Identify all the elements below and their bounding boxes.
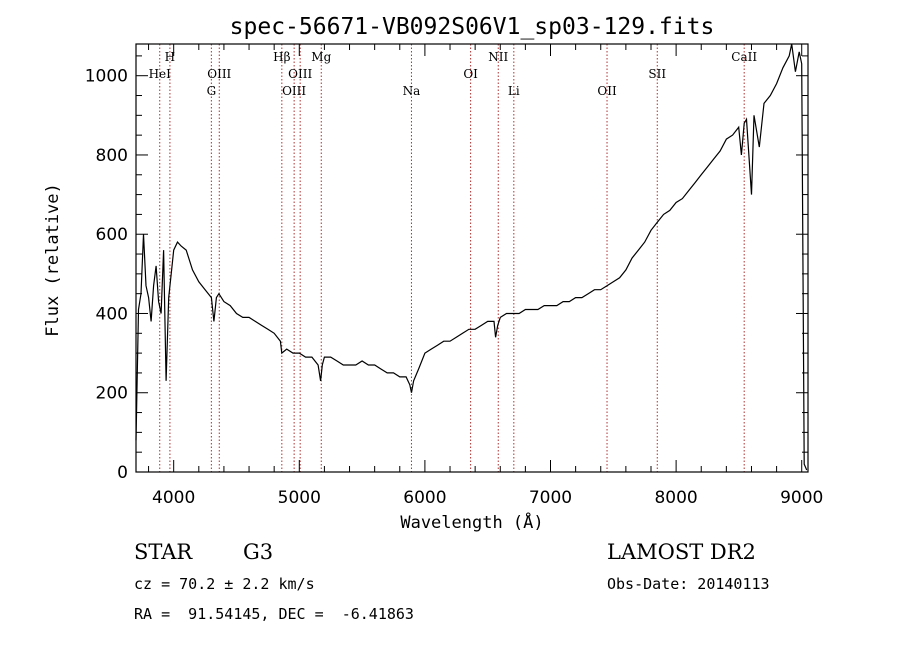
object-class: STAR <box>134 540 193 564</box>
line-label: Mg <box>311 50 331 64</box>
tick-label: 0 <box>117 463 128 483</box>
axis-ticks: 4000 5000 6000 7000 8000 9000 0 200 400 600 800 100… <box>85 44 823 508</box>
spectrum-series <box>135 43 808 471</box>
chart-title: spec-56671-VB092S06V1_sp03-129.fits <box>230 14 715 40</box>
line-label: OIII <box>288 67 312 81</box>
emission-line-markers: HeI H G OIII Hβ OIII OIII Mg Na OI NII Li OII SII CaII <box>149 44 757 472</box>
line-label: G <box>207 84 217 98</box>
y-axis-label: Flux (relative) <box>43 183 63 337</box>
survey-name: LAMOST DR2 <box>607 540 756 564</box>
line-label: OIII <box>282 84 306 98</box>
tick-label: 1000 <box>85 67 128 87</box>
line-label: Li <box>508 84 520 98</box>
tick-label: 800 <box>96 146 128 166</box>
tick-label: 8000 <box>654 488 697 508</box>
line-label: H <box>165 50 175 64</box>
tick-label: 600 <box>96 225 128 245</box>
line-label: SII <box>648 67 666 81</box>
line-label: HeI <box>149 67 172 81</box>
tick-label: 7000 <box>529 488 572 508</box>
tick-label: 9000 <box>780 488 823 508</box>
tick-label: 6000 <box>403 488 446 508</box>
observation-date: Obs-Date: 20140113 <box>607 575 770 593</box>
spectral-subclass: G3 <box>243 540 274 564</box>
line-label: CaII <box>731 50 757 64</box>
line-label: OI <box>463 67 478 81</box>
line-label: Hβ <box>273 50 290 64</box>
line-label: OII <box>597 84 617 98</box>
line-label: Na <box>403 84 421 98</box>
x-axis-label: Wavelength (Å) <box>400 511 543 533</box>
line-label: OIII <box>207 67 231 81</box>
tick-label: 5000 <box>278 488 321 508</box>
line-label: NII <box>488 50 508 64</box>
plot-frame <box>135 43 809 473</box>
redshift-velocity: cz = 70.2 ± 2.2 km/s <box>134 575 315 593</box>
tick-label: 400 <box>96 304 128 324</box>
tick-label: 200 <box>96 384 128 404</box>
sky-coordinates: RA = 91.54145, DEC = -6.41863 <box>134 605 414 623</box>
tick-label: 4000 <box>152 488 195 508</box>
